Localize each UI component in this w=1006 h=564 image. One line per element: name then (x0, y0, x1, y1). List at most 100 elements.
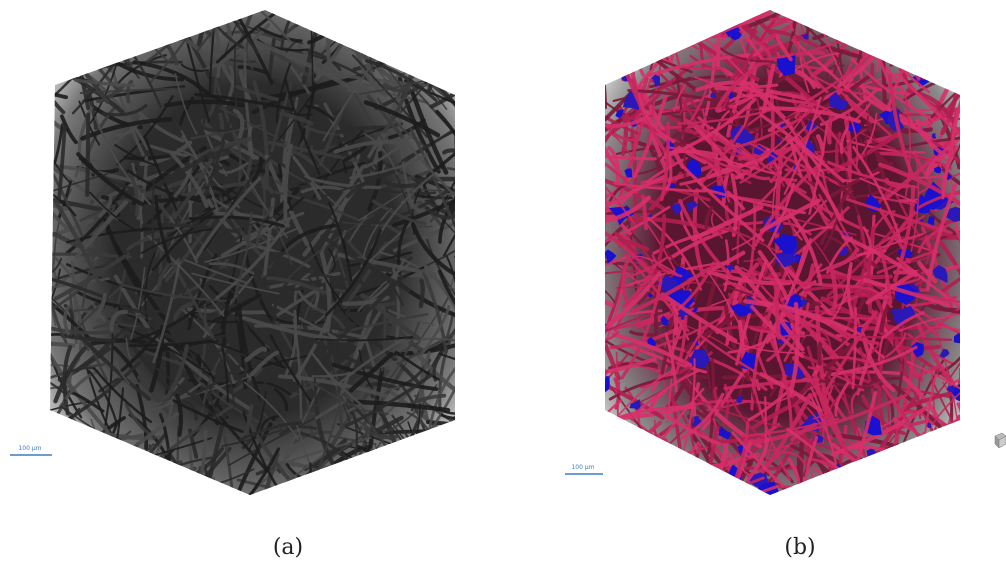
fiber (27, 21, 100, 43)
fiber (908, 0, 916, 26)
fiber (959, 417, 971, 488)
fiber (432, 460, 438, 521)
fiber (746, 467, 798, 468)
fiber (961, 229, 970, 265)
fiber (430, 29, 481, 70)
fiber (372, 479, 431, 494)
fiber (87, 485, 148, 504)
fiber (804, 0, 840, 30)
scale-bar-label: 100 µm (571, 464, 594, 471)
fiber (608, 437, 630, 513)
fiber (73, 447, 90, 495)
fiber (672, 465, 718, 466)
fiber (358, 446, 431, 484)
fiber (958, 32, 985, 88)
pore (687, 475, 705, 499)
fiber (358, 14, 438, 21)
fiber (50, 436, 75, 465)
fiber (41, 156, 46, 206)
pore (951, 37, 958, 47)
fiber (382, 456, 440, 469)
fiber (592, 333, 605, 367)
fiber (607, 434, 661, 476)
fiber (412, 18, 432, 52)
fiber (462, 103, 475, 133)
fiber (395, 6, 402, 40)
fiber (606, 423, 660, 472)
fiber (597, 447, 651, 481)
fiber (60, 31, 99, 54)
fiber (457, 200, 460, 223)
fiber (98, 11, 156, 42)
panel-caption: (b) (784, 535, 815, 560)
fiber (118, 469, 195, 480)
fiber (461, 279, 472, 366)
fiber (63, 46, 81, 68)
fiber (144, 32, 188, 40)
fiber (428, 422, 502, 430)
scale-bar-label: 100 µm (18, 445, 41, 452)
fiber (68, 444, 88, 476)
fiber (923, 451, 1002, 518)
fiber (859, 470, 867, 510)
fiber (950, 19, 993, 44)
fiber (412, 443, 448, 499)
fiber (614, 9, 623, 79)
fiber (641, 465, 720, 488)
fiber (599, 231, 603, 270)
fiber (39, 408, 40, 442)
fiber (399, 10, 478, 22)
fiber (37, 462, 60, 516)
pore (628, 438, 647, 461)
fiber (886, 477, 921, 515)
fiber (425, 450, 437, 536)
fiber (632, 454, 689, 459)
fiber (966, 453, 977, 488)
fiber (594, 481, 698, 496)
fiber (419, 443, 455, 496)
fiber (637, 460, 703, 517)
fiber (41, 52, 51, 160)
fiber (147, 0, 186, 33)
fiber (955, 465, 979, 535)
fiber (686, 471, 692, 509)
fiber (814, 20, 918, 38)
fiber (965, 314, 975, 339)
fiber (341, 464, 433, 512)
fiber (434, 485, 443, 508)
fiber (923, 29, 1006, 78)
fiber (944, 446, 988, 474)
fiber (96, 0, 134, 72)
fiber (596, 423, 615, 456)
fiber (159, 479, 215, 489)
fiber (724, 376, 791, 378)
fiber (39, 426, 48, 489)
fiber (176, 0, 211, 35)
fiber (947, 441, 977, 478)
fiber (626, 0, 698, 49)
fiber (765, 397, 766, 444)
fiber (878, 51, 985, 59)
fiber (897, 49, 955, 64)
pore (949, 448, 964, 467)
orientation-cube (995, 433, 1006, 448)
fiber (36, 452, 77, 545)
fiber (768, 1, 864, 27)
fiber (295, 8, 383, 26)
fiber (64, 2, 73, 43)
fiber (412, 8, 430, 55)
fiber (310, 10, 362, 33)
fiber (371, 455, 373, 492)
fiber (660, 443, 699, 498)
fiber (960, 405, 974, 488)
fiber (897, 478, 913, 521)
fiber (592, 430, 634, 520)
pore (903, 477, 916, 493)
fiber (660, 479, 683, 521)
fiber (573, 475, 647, 484)
fiber (89, 462, 181, 498)
fiber (191, 479, 213, 491)
fiber (375, 460, 399, 529)
pore (640, 445, 662, 464)
fiber (956, 412, 989, 427)
